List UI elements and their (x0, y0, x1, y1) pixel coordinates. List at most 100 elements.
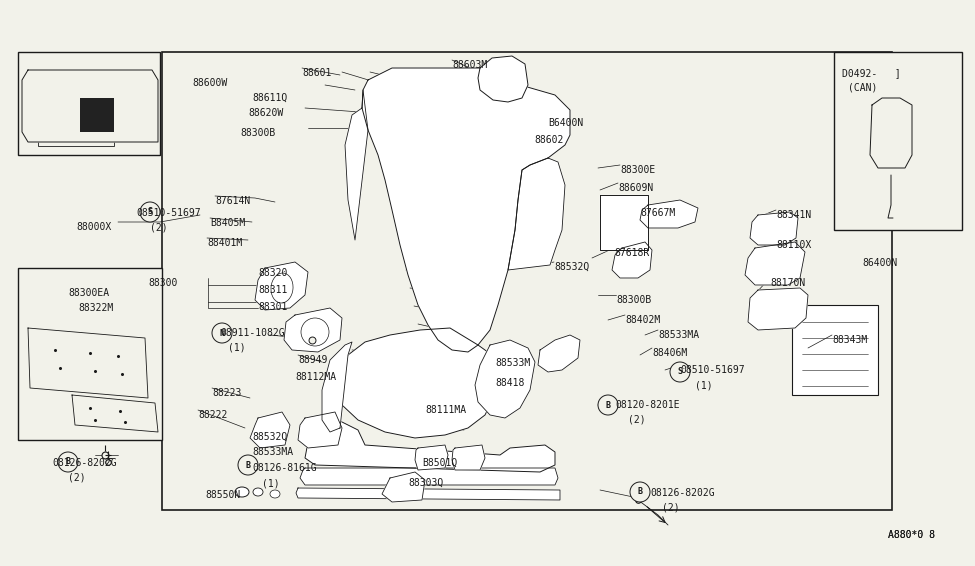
Polygon shape (750, 212, 798, 245)
Polygon shape (452, 445, 485, 470)
Text: N: N (219, 328, 224, 337)
Text: B6400N: B6400N (548, 118, 583, 128)
Polygon shape (478, 56, 528, 102)
Text: B: B (65, 457, 70, 466)
Ellipse shape (253, 488, 263, 496)
Text: B: B (605, 401, 610, 409)
Polygon shape (475, 340, 535, 418)
Text: (CAN): (CAN) (848, 83, 878, 93)
Text: 88223: 88223 (212, 388, 242, 398)
Text: D0492-   ]: D0492- ] (842, 68, 901, 78)
Text: (1): (1) (228, 343, 246, 353)
Text: B8405M: B8405M (210, 218, 246, 228)
Polygon shape (255, 262, 308, 310)
Bar (80, 82, 114, 132)
Text: (1): (1) (695, 380, 713, 390)
Text: 88620W: 88620W (248, 108, 284, 118)
Polygon shape (870, 98, 912, 168)
Text: 08510-51697: 08510-51697 (136, 208, 201, 218)
Text: 08126-8161G: 08126-8161G (252, 463, 317, 473)
Circle shape (598, 395, 618, 415)
Polygon shape (748, 288, 808, 330)
Text: 88311: 88311 (258, 285, 288, 295)
Bar (80, 98, 114, 132)
Text: 88406M: 88406M (652, 348, 687, 358)
Text: 88609N: 88609N (618, 183, 653, 193)
Text: 08126-8202G: 08126-8202G (650, 488, 715, 498)
Polygon shape (362, 68, 570, 352)
Text: 08510-51697: 08510-51697 (680, 365, 745, 375)
Polygon shape (382, 472, 425, 502)
Bar (38, 82, 72, 132)
Text: 88603M: 88603M (452, 60, 488, 70)
Text: 88301: 88301 (258, 302, 288, 312)
Text: 88111MA: 88111MA (425, 405, 466, 415)
Ellipse shape (271, 273, 293, 303)
Polygon shape (415, 445, 448, 470)
Text: 88418: 88418 (495, 378, 525, 388)
Bar (18, 268, 162, 440)
Circle shape (212, 323, 232, 343)
Bar (38, 134, 114, 146)
Text: 88320: 88320 (258, 268, 288, 278)
Polygon shape (300, 468, 558, 485)
Text: 87614N: 87614N (215, 196, 251, 206)
Text: 88300EA: 88300EA (68, 288, 109, 298)
Text: 88322M: 88322M (78, 303, 113, 313)
Text: S: S (147, 208, 152, 217)
Text: B8501Q: B8501Q (422, 458, 457, 468)
Text: 88303Q: 88303Q (408, 478, 444, 488)
Polygon shape (72, 395, 158, 432)
Text: 08911-1082G: 08911-1082G (220, 328, 285, 338)
Text: 88300E: 88300E (620, 165, 655, 175)
Text: 88343M: 88343M (832, 335, 867, 345)
Text: 88341N: 88341N (776, 210, 811, 220)
Circle shape (670, 362, 690, 382)
Text: 88000X: 88000X (76, 222, 111, 232)
Text: 88601: 88601 (302, 68, 332, 78)
Text: 87667M: 87667M (640, 208, 676, 218)
Polygon shape (296, 488, 560, 500)
Polygon shape (612, 242, 652, 278)
Circle shape (58, 452, 78, 472)
Polygon shape (640, 200, 698, 228)
Circle shape (630, 482, 650, 502)
Text: 08126-8202G: 08126-8202G (52, 458, 117, 468)
Text: 88949: 88949 (298, 355, 328, 365)
Ellipse shape (270, 490, 280, 498)
Circle shape (238, 455, 258, 475)
Text: B: B (246, 461, 251, 470)
Ellipse shape (235, 487, 249, 497)
Text: 08120-8201E: 08120-8201E (615, 400, 680, 410)
Text: (2): (2) (150, 223, 168, 233)
Bar (18, 52, 160, 155)
Text: A880*0 8: A880*0 8 (888, 530, 935, 540)
Polygon shape (28, 328, 148, 398)
Polygon shape (538, 335, 580, 372)
Text: 88300: 88300 (148, 278, 177, 288)
Text: 88533MA: 88533MA (658, 330, 699, 340)
Text: (2): (2) (662, 503, 680, 513)
Polygon shape (345, 90, 368, 240)
Text: 88300B: 88300B (240, 128, 275, 138)
Text: 88600W: 88600W (192, 78, 227, 88)
Text: 88533M: 88533M (495, 358, 530, 368)
Text: (2): (2) (68, 473, 86, 483)
Text: (1): (1) (262, 478, 280, 488)
Text: 88300B: 88300B (616, 295, 651, 305)
Text: 88112MA: 88112MA (295, 372, 336, 382)
Text: B: B (638, 487, 643, 496)
Text: 88532Q: 88532Q (554, 262, 589, 272)
Polygon shape (745, 242, 805, 285)
Polygon shape (250, 412, 290, 448)
Bar (792, 305, 878, 395)
Polygon shape (338, 328, 498, 438)
Text: 88550N: 88550N (205, 490, 240, 500)
Text: 88170N: 88170N (770, 278, 805, 288)
Text: 88110X: 88110X (776, 240, 811, 250)
Text: A880*0 8: A880*0 8 (888, 530, 935, 540)
Circle shape (140, 202, 160, 222)
Text: 87618R: 87618R (614, 248, 649, 258)
Polygon shape (508, 158, 565, 270)
Text: S: S (678, 367, 682, 376)
